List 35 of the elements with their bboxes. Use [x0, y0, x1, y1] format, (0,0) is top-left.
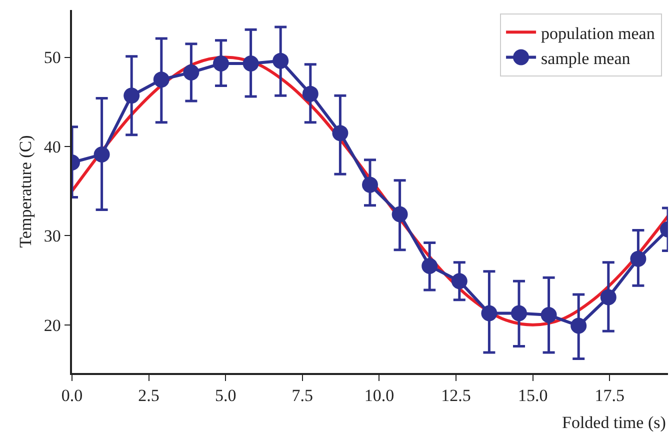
point — [302, 86, 318, 102]
point — [600, 289, 616, 306]
point — [213, 56, 229, 72]
point — [124, 88, 140, 104]
y-tick-label: 20 — [44, 316, 61, 335]
x-axis-title: Folded time (s) — [562, 413, 666, 432]
point — [183, 64, 200, 80]
point — [392, 206, 408, 222]
point — [94, 146, 110, 162]
x-tick-label: 0.0 — [61, 386, 83, 406]
x-tick-label: 12.5 — [441, 386, 471, 406]
point — [242, 56, 259, 72]
point — [272, 52, 289, 69]
x-tick-label: 5.0 — [214, 386, 236, 406]
point — [570, 318, 587, 334]
x-tick-label: 2.5 — [138, 386, 160, 406]
point — [362, 176, 378, 193]
point — [332, 125, 348, 142]
x-tick-label: 15.0 — [518, 386, 548, 406]
x-tick-label: 17.5 — [594, 386, 625, 406]
point — [540, 307, 557, 324]
point — [451, 273, 468, 290]
legend-label: sample mean — [541, 48, 631, 68]
point — [481, 305, 498, 322]
point — [422, 258, 438, 274]
y-axis-title: Temperature (C) — [16, 135, 35, 248]
x-tick-label: 10.0 — [364, 386, 394, 406]
legend-label: population mean — [541, 24, 656, 43]
y-tick-label: 30 — [44, 226, 61, 246]
y-tick-label: 40 — [44, 137, 61, 156]
point — [153, 72, 170, 88]
point — [630, 250, 646, 267]
point — [511, 305, 527, 322]
x-tick-label: 7.5 — [292, 386, 314, 406]
y-tick-label: 50 — [44, 48, 61, 68]
